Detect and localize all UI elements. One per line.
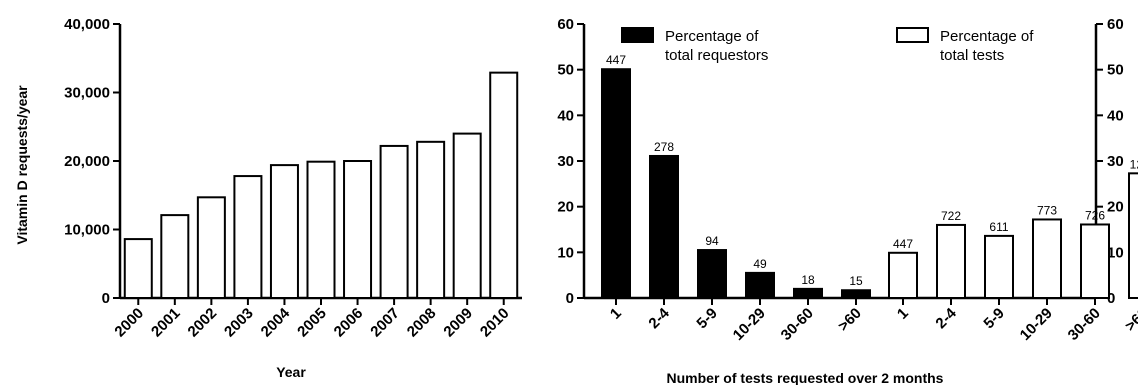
- data-label: 447: [893, 237, 913, 251]
- y-tick-label: 0: [102, 290, 110, 307]
- y-tick-label-right: 10: [1107, 244, 1124, 261]
- y-tick-label: 40,000: [64, 16, 110, 33]
- y-tick-label-left: 50: [557, 62, 574, 79]
- bar-2004: [269, 164, 299, 299]
- bar-2002: [196, 196, 226, 299]
- data-label: 447: [606, 53, 626, 67]
- x-tick-label: 2000: [111, 305, 147, 341]
- y-tick-label: 10,000: [64, 222, 110, 239]
- y-tick-label-right: 60: [1107, 16, 1124, 33]
- y-tick-label: 20,000: [64, 153, 110, 170]
- y-tick-label-left: 30: [557, 153, 574, 170]
- y-tick-label-left: 0: [566, 290, 574, 307]
- y-tick-label-left: 60: [557, 16, 574, 33]
- x-tick-label: 2006: [331, 305, 367, 341]
- bar-series2-10-29: [1032, 218, 1062, 300]
- x-tick-label: 2-4: [645, 304, 673, 332]
- bar-series1-30-60: [793, 287, 823, 300]
- bar-series1->60: [841, 289, 871, 299]
- legend-label-series1: Percentage of: [665, 28, 759, 45]
- x-tick-label: >60: [835, 305, 865, 335]
- data-label: 611: [989, 220, 1008, 234]
- x-tick-label: >60: [1122, 305, 1138, 335]
- y-tick-label-left: 40: [557, 107, 574, 124]
- y-tick-label-right: 50: [1107, 62, 1124, 79]
- bar-2008: [416, 140, 446, 299]
- chart-tests-distribution: 0 0 10 10 20 20 30 30 40 40 50 50 60 60 447 1 278 2-4 94 5-…: [557, 16, 1138, 386]
- x-tick-label: 30-60: [1065, 305, 1104, 344]
- data-label: 278: [654, 140, 674, 154]
- data-label: 18: [801, 273, 815, 287]
- data-label: 773: [1037, 203, 1057, 217]
- legend-swatch-series2: [896, 27, 929, 43]
- x-axis-title: Number of tests requested over 2 months: [667, 370, 944, 385]
- x-tick-label: 2009: [440, 305, 476, 341]
- data-label: 1229: [1130, 157, 1138, 171]
- bar-series1-2-4: [649, 154, 679, 299]
- data-label: 722: [941, 209, 961, 223]
- data-label: 726: [1085, 208, 1105, 222]
- x-axis-title: Year: [276, 364, 306, 380]
- x-tick-label: 2008: [404, 305, 440, 341]
- legend-label-series1: total requestors: [665, 47, 768, 64]
- x-tick-label: 30-60: [778, 305, 817, 344]
- bar-2003: [233, 175, 263, 300]
- bar-series2->60: [1128, 172, 1138, 299]
- x-tick-label: 2004: [258, 304, 294, 340]
- bar-series2-1: [888, 251, 918, 299]
- x-tick-label: 1: [894, 305, 912, 323]
- bar-series2-30-60: [1080, 223, 1110, 299]
- y-axis-title: Vitamin D requests/year: [14, 85, 30, 245]
- x-tick-label: 2007: [367, 305, 403, 341]
- y-tick-label-left: 20: [557, 199, 574, 216]
- bar-series1-5-9: [697, 249, 727, 300]
- x-tick-label: 10-29: [1017, 305, 1056, 344]
- bar-2001: [160, 214, 190, 300]
- x-tick-label: 2003: [221, 305, 257, 341]
- x-tick-label: 10-29: [730, 305, 769, 344]
- y-tick-label-right: 0: [1107, 290, 1115, 307]
- y-tick-label-left: 10: [557, 244, 574, 261]
- y-tick-label-right: 30: [1107, 153, 1124, 170]
- y-tick-label: 30,000: [64, 85, 110, 102]
- legend-label-series2: Percentage of: [940, 28, 1034, 45]
- data-label: 94: [705, 234, 719, 248]
- bar-2007: [379, 144, 409, 299]
- x-tick-label: 5-9: [693, 305, 720, 332]
- x-tick-label: 2010: [477, 305, 513, 341]
- data-label: 49: [753, 257, 767, 271]
- x-tick-label: 5-9: [980, 305, 1007, 332]
- bar-series2-2-4: [936, 223, 966, 299]
- bar-2000: [123, 238, 153, 299]
- bar-series2-5-9: [984, 234, 1014, 299]
- x-tick-label: 1: [607, 305, 625, 323]
- x-tick-label: 2-4: [932, 304, 960, 332]
- bar-2005: [306, 160, 336, 299]
- x-tick-label: 2001: [148, 305, 184, 341]
- legend-label-series2: total tests: [940, 47, 1004, 64]
- legend-swatch-series1: [621, 27, 654, 43]
- bar-2006: [343, 160, 373, 299]
- x-tick-label: 2002: [185, 305, 221, 341]
- y-tick-label-right: 40: [1107, 107, 1124, 124]
- data-label: 15: [849, 274, 863, 288]
- x-tick-label: 2005: [294, 305, 330, 341]
- bar-series1-10-29: [745, 271, 775, 299]
- bar-2009: [452, 132, 482, 299]
- y-tick-label-right: 20: [1107, 199, 1124, 216]
- bar-2010: [489, 71, 519, 300]
- bar-series1-1: [601, 68, 631, 299]
